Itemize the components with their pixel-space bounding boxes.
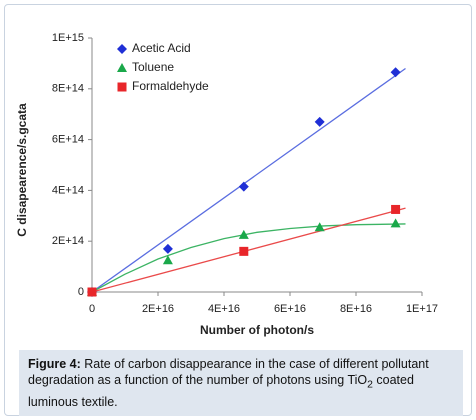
x-tick-label: 8E+16 xyxy=(340,303,372,315)
y-tick-label: 0 xyxy=(78,286,84,298)
point xyxy=(314,222,325,232)
point xyxy=(162,243,173,254)
point xyxy=(391,204,401,214)
x-tick-label: 0 xyxy=(89,303,95,315)
y-tick-label: 4E+14 xyxy=(52,184,84,196)
caption: Figure 4: Rate of carbon disappearance i… xyxy=(19,350,463,416)
y-tick-label: 8E+14 xyxy=(52,83,84,95)
x-axis-title: Number of photon/s xyxy=(200,323,314,337)
y-tick-label: 1E+15 xyxy=(52,32,84,44)
y-tick-label: 2E+14 xyxy=(52,235,84,247)
x-tick-label: 6E+16 xyxy=(274,303,306,315)
point xyxy=(238,229,249,239)
x-tick-label: 1E+17 xyxy=(406,303,438,315)
legend-label: Toluene xyxy=(132,60,174,74)
legend-marker xyxy=(117,82,127,92)
point xyxy=(239,246,249,256)
x-tick-label: 4E+16 xyxy=(208,303,240,315)
point xyxy=(390,67,401,78)
point xyxy=(87,287,97,297)
legend-label: Acetic Acid xyxy=(132,41,191,55)
point xyxy=(238,181,249,192)
point xyxy=(390,218,401,228)
fit-line xyxy=(91,67,406,293)
caption-text-end: coated luminous textile. xyxy=(28,373,414,409)
fit-line xyxy=(91,207,406,293)
chart: C disapearence/s.gcata Number of photon/… xyxy=(15,32,438,337)
caption-label: Figure 4: xyxy=(28,357,81,371)
legend-label: Formaldehyde xyxy=(132,79,209,93)
legend-marker xyxy=(117,44,127,54)
legend-marker xyxy=(117,63,127,72)
y-axis-title: C disapearence/s.gcata xyxy=(15,103,29,237)
x-tick-label: 2E+16 xyxy=(142,303,174,315)
caption-sub: 2 xyxy=(367,379,373,391)
figure: C disapearence/s.gcata Number of photon/… xyxy=(4,4,472,416)
y-tick-label: 6E+14 xyxy=(52,134,84,146)
point xyxy=(314,116,325,127)
point xyxy=(162,255,173,265)
caption-text: Rate of carbon disappearance in the case… xyxy=(28,357,429,387)
